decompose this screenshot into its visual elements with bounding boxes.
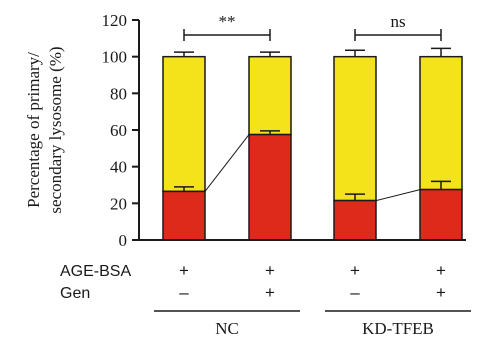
bar-segment-top xyxy=(419,55,463,191)
y-tick-label: 60 xyxy=(110,121,127,140)
condition-sign: + xyxy=(179,261,189,280)
y-axis-label-line: Percentage of primary/ xyxy=(24,52,43,208)
bar-segment-bottom xyxy=(419,188,463,241)
group-label: NC xyxy=(215,319,239,338)
connector-line xyxy=(204,134,250,192)
bar-segment-bottom xyxy=(162,190,206,241)
condition-sign: + xyxy=(436,283,446,302)
condition-sign: – xyxy=(179,283,189,302)
significance-label: ** xyxy=(219,12,236,31)
bar-segment-top xyxy=(333,55,377,202)
y-tick-label: 0 xyxy=(119,231,128,250)
connector-line xyxy=(375,189,421,202)
y-tick-label: 40 xyxy=(110,158,127,177)
bar-segment-bottom xyxy=(248,133,292,241)
condition-sign: + xyxy=(265,261,275,280)
condition-label: AGE-BSA xyxy=(60,263,131,280)
bar-segment-top xyxy=(162,55,206,193)
condition-sign: + xyxy=(436,261,446,280)
bar-segment-top xyxy=(248,55,292,136)
y-tick-label: 20 xyxy=(110,194,127,213)
y-tick-label: 80 xyxy=(110,84,127,103)
y-tick-label: 100 xyxy=(102,48,128,67)
condition-label: Gen xyxy=(60,285,90,302)
condition-sign: + xyxy=(265,283,275,302)
y-axis-label-line: secondary lysosome (%) xyxy=(46,46,65,213)
significance-label: ns xyxy=(390,12,405,31)
y-axis-label: Percentage of primary/secondary lysosome… xyxy=(24,46,65,213)
condition-sign: – xyxy=(350,283,360,302)
group-label: KD-TFEB xyxy=(362,319,434,338)
bar-segment-bottom xyxy=(333,199,377,241)
condition-sign: + xyxy=(350,261,360,280)
y-tick-label: 120 xyxy=(102,11,128,30)
